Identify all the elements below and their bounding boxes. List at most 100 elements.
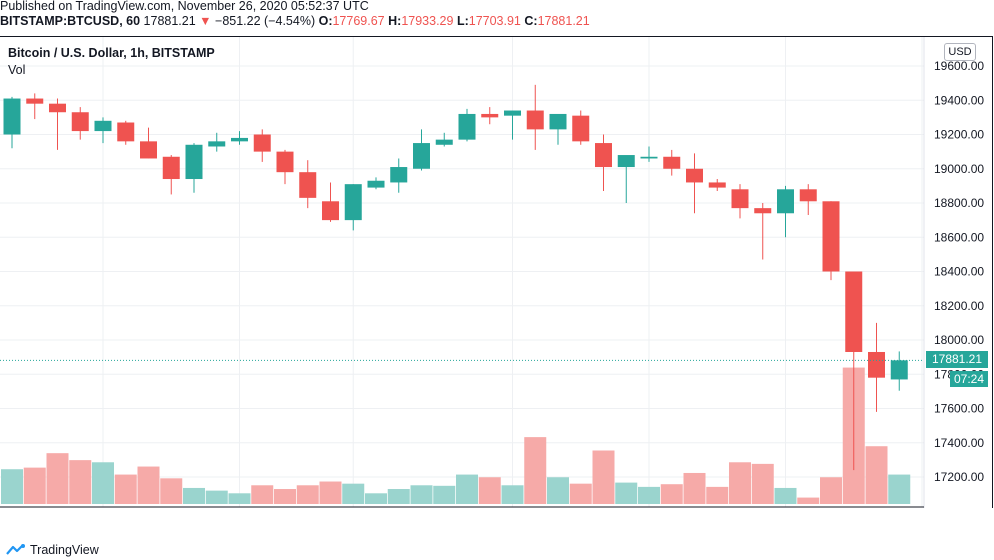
bar-countdown-tag: 07:24 (950, 371, 988, 387)
volume-bar (729, 462, 751, 504)
volume-bar (751, 463, 774, 504)
volume-bar (296, 485, 319, 504)
close-value: 17881.21 (537, 14, 590, 28)
price-tick-label: 18000.00 (934, 333, 984, 347)
quote-line: BITSTAMP:BTCUSD, 60 17881.21 ▼ −851.22 (… (0, 14, 590, 28)
tradingview-logo[interactable]: TradingView (6, 543, 99, 557)
published-caption: Published on TradingView.com, November 2… (0, 0, 369, 13)
volume-bar (774, 487, 797, 504)
candle-body (299, 172, 317, 198)
price-chart[interactable]: 19600.00 19400.00 19200.00 19000.00 18800.00… (0, 36, 994, 508)
volume-bar (23, 467, 46, 504)
price-tick-label: 19000.00 (934, 162, 984, 176)
candle-body (253, 134, 271, 152)
candle-body (367, 180, 385, 188)
last-price-tag: 17881.21 (926, 351, 988, 368)
candle-body (94, 120, 112, 132)
candle-body (71, 112, 89, 132)
candle-body (617, 155, 635, 168)
low-label: L: (456, 14, 469, 28)
volume-bar (228, 493, 251, 504)
symbol-label: BITSTAMP:BTCUSD, 60 (0, 14, 141, 28)
volume-bar (46, 453, 69, 504)
volume-bar (69, 460, 92, 504)
volume-bar (274, 489, 296, 504)
price-change: −851.22 (−4.54%) (215, 14, 316, 28)
candle-body (185, 144, 203, 180)
price-tick-label: 19400.00 (934, 93, 984, 107)
tradingview-logo-icon (6, 544, 25, 555)
volume-bar (1, 469, 23, 504)
volume-bar (501, 485, 524, 504)
volume-bar (205, 490, 228, 504)
close-label: C: (524, 14, 538, 28)
candle-body (481, 113, 499, 118)
volume-bar (615, 482, 638, 504)
volume-bar (456, 474, 478, 504)
candle-body (117, 122, 135, 142)
candle-body (26, 98, 44, 104)
candle-body (822, 201, 840, 272)
open-value: 17769.67 (332, 14, 385, 28)
candle-body (549, 113, 567, 130)
chart-legend-title: Bitcoin / U.S. Dollar, 1h, BITSTAMP (8, 46, 215, 60)
candle-body (435, 139, 453, 145)
candle-body (413, 143, 430, 169)
candle-body (686, 168, 703, 183)
price-tick-label: 18400.00 (934, 265, 984, 279)
volume-bar (683, 472, 706, 504)
high-value: 17933.29 (401, 14, 454, 28)
candle-body (731, 189, 749, 209)
volume-bar (433, 485, 456, 504)
volume-bar (114, 474, 137, 504)
candle-body (845, 271, 863, 352)
volume-bar (524, 437, 547, 504)
candle-body (663, 156, 681, 169)
price-tick-label: 18200.00 (934, 299, 984, 313)
volume-bar (592, 450, 615, 504)
price-tick-label: 17600.00 (934, 402, 984, 416)
volume-bar (251, 485, 274, 504)
volume-bar (706, 486, 729, 504)
volume-bar (183, 487, 205, 504)
candle-body (390, 167, 408, 183)
volume-bar (888, 474, 911, 504)
down-arrow-icon: ▼ (199, 14, 212, 28)
candle-body (526, 110, 544, 130)
volume-bar (137, 466, 160, 504)
candle-body (504, 110, 521, 116)
open-label: O: (318, 14, 333, 28)
candle-body (595, 143, 612, 168)
price-tick-label: 18600.00 (934, 230, 984, 244)
candle-body (458, 113, 476, 140)
price-tick-label: 18800.00 (934, 196, 984, 210)
volume-bar (92, 462, 114, 504)
candle-body (3, 98, 21, 135)
volume-bar (547, 477, 569, 504)
volume-bar (319, 481, 342, 504)
high-label: H: (388, 14, 402, 28)
volume-bar (342, 483, 365, 504)
candle-body (49, 103, 66, 113)
candle-body (162, 156, 180, 180)
currency-button[interactable]: USD (944, 43, 976, 61)
candle-body (231, 137, 248, 142)
candle-body (890, 360, 908, 380)
chart-frame (0, 36, 993, 508)
volume-bar (410, 485, 433, 504)
candle-body (208, 141, 226, 147)
last-price: 17881.21 (143, 14, 196, 28)
candle-body (572, 115, 590, 142)
candle-body (799, 189, 817, 202)
volume-bar (387, 489, 410, 504)
price-tick-label: 17400.00 (934, 436, 984, 450)
volume-bars (1, 367, 911, 504)
candlesticks (3, 84, 908, 471)
volume-bar (365, 493, 387, 504)
candle-body (754, 208, 772, 214)
volume-bar (478, 477, 501, 504)
volume-bar (160, 478, 183, 504)
candle-body (322, 201, 339, 221)
candle-body (344, 184, 362, 221)
